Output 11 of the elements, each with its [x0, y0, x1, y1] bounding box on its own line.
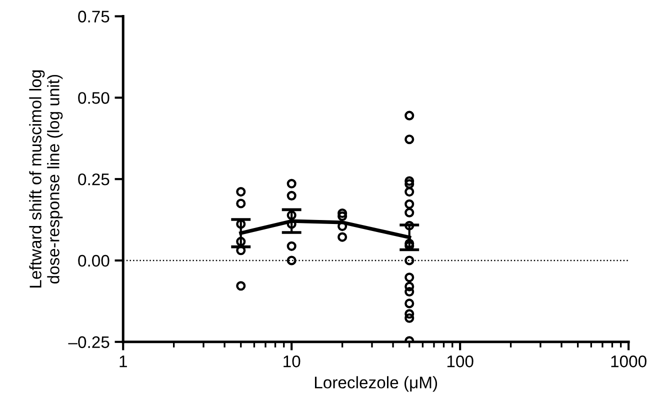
y-tick-label: –0.25 [68, 336, 110, 348]
y-tick-label: 0.25 [78, 173, 110, 186]
x-tick-label: 1 [120, 356, 127, 368]
y-tick-label: 0.50 [78, 92, 110, 104]
y-tick-label: 0.75 [78, 10, 110, 22]
x-tick-label: 100 [447, 356, 474, 368]
x-tick-label: 1000 [611, 356, 646, 368]
y-tick-label: 0.00 [78, 254, 110, 267]
x-tick-label: 10 [284, 356, 300, 368]
y-axis-title: Leftward shift of muscimol log dose-response line (log unit) [29, 70, 63, 288]
x-axis-title: Loreclezole (μM) [314, 376, 438, 392]
